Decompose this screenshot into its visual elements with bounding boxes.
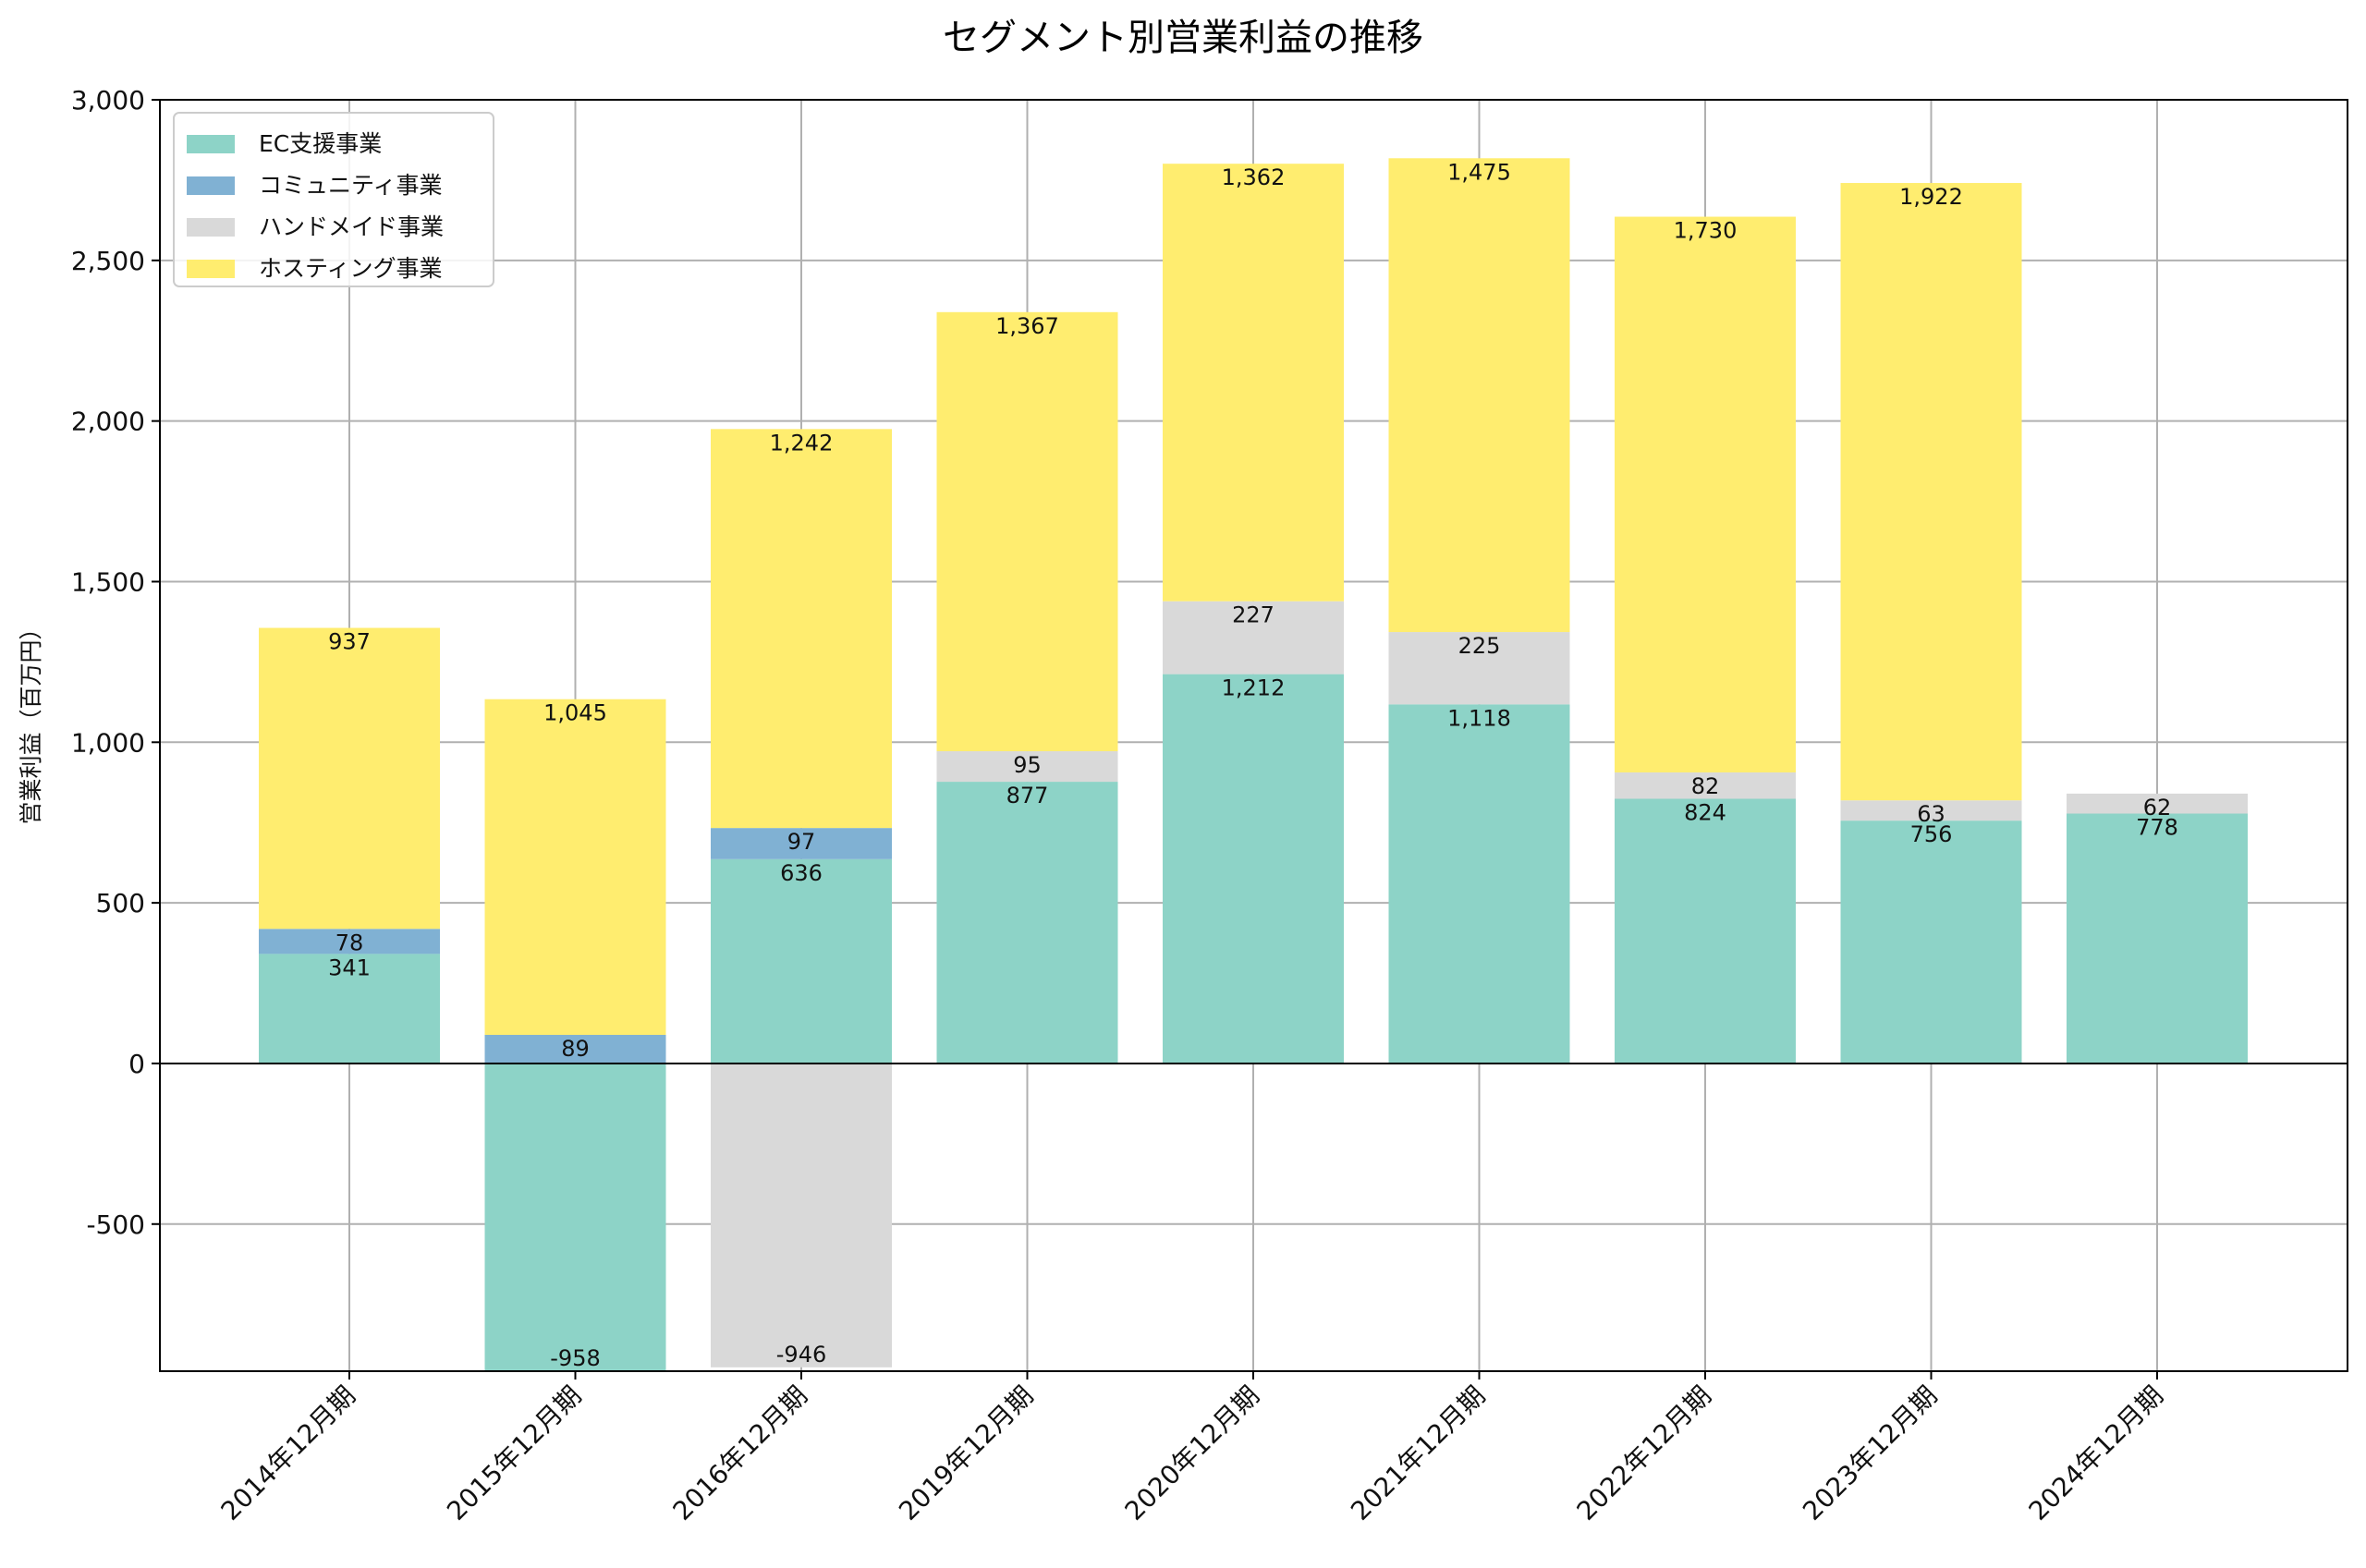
bar-segment [1615, 216, 1796, 772]
bar-segment [711, 1063, 892, 1367]
legend-label: コミュニティ事業 [259, 172, 443, 199]
bars [259, 158, 2248, 1371]
data-label: 89 [561, 1036, 590, 1062]
data-label: 225 [1458, 633, 1501, 659]
bar-segment [1840, 820, 2022, 1064]
data-label: 1,045 [543, 700, 607, 726]
bar-segment [1388, 632, 1570, 705]
bar-segment [711, 828, 892, 859]
legend-label: EC支援事業 [259, 130, 382, 157]
data-label: 1,362 [1222, 164, 1286, 190]
chart-title: セグメント別営業利益の推移 [943, 17, 1423, 59]
y-tick-label: 2,000 [71, 407, 145, 437]
bar-segment [936, 311, 1118, 752]
bar-segment [1388, 158, 1570, 633]
x-axis: 2014年12月期 2015年12月期 2016年12月期 2019年12月期 2020… [215, 1371, 2169, 1526]
y-tick-label: 3,000 [71, 85, 145, 115]
bar-segment [1615, 772, 1796, 799]
x-tick-label: 2014年12月期 [215, 1380, 361, 1526]
data-label: 877 [1006, 783, 1049, 808]
y-axis: -500 0 500 1,000 1,500 2,000 2,500 3,000 [71, 85, 160, 1240]
legend-box [173, 112, 494, 287]
bar-segment [484, 1035, 666, 1064]
bar-segment [259, 929, 440, 954]
x-tick-label: 2015年12月期 [441, 1380, 587, 1526]
data-label: 1,730 [1674, 218, 1738, 244]
bar-segment [1615, 798, 1796, 1064]
bar-segment [936, 782, 1118, 1064]
data-label: 1,922 [1899, 184, 1963, 210]
bar-segment [484, 1063, 666, 1371]
data-label: 63 [1917, 801, 1945, 827]
data-label: 824 [1684, 799, 1726, 825]
y-tick-label: 1,500 [71, 566, 145, 597]
bar-segment [259, 954, 440, 1064]
bar-segment [259, 627, 440, 930]
y-axis-label: 営業利益（百万円） [18, 616, 44, 824]
data-label: 97 [787, 829, 816, 855]
x-tick-label: 2022年12月期 [1571, 1380, 1717, 1526]
legend-label: ハンドメイド事業 [259, 213, 444, 240]
bar-segment [711, 858, 892, 1064]
x-tick-label: 2016年12月期 [667, 1380, 813, 1526]
bar-segment [1163, 164, 1344, 602]
y-tick-label: 1,000 [71, 727, 145, 758]
data-label: 62 [2143, 795, 2172, 820]
legend-swatch [187, 218, 235, 237]
y-tick-label: -500 [86, 1209, 145, 1240]
data-label: 95 [1013, 752, 1042, 778]
data-label: 78 [335, 930, 364, 955]
x-tick-label: 2021年12月期 [1345, 1380, 1491, 1526]
bar-segment [1840, 800, 2022, 821]
bar-segment [1163, 674, 1344, 1064]
legend-label: ホスティング事業 [259, 255, 443, 282]
bar-segment [2067, 793, 2248, 814]
data-label: 227 [1232, 602, 1274, 628]
y-tick-label: 2,500 [71, 246, 145, 276]
x-tick-label: 2019年12月期 [893, 1380, 1039, 1526]
x-tick-label: 2023年12月期 [1797, 1380, 1943, 1526]
data-label: 1,367 [995, 313, 1059, 339]
data-label: 778 [2136, 814, 2178, 840]
y-tick-label: 0 [128, 1049, 145, 1079]
data-label: 341 [328, 954, 371, 980]
x-tick-label: 2024年12月期 [2023, 1380, 2169, 1526]
bar-segment [1163, 601, 1344, 675]
data-label: 1,212 [1222, 675, 1286, 701]
data-label: 756 [1910, 821, 1953, 847]
y-tick-label: 500 [96, 888, 145, 918]
bar-segment [936, 751, 1118, 783]
data-label: -958 [550, 1345, 600, 1371]
bar-segment [711, 429, 892, 829]
data-label: 636 [780, 860, 823, 886]
data-label: 1,118 [1447, 705, 1511, 731]
x-tick-label: 2020年12月期 [1119, 1380, 1265, 1526]
bar-segment [484, 699, 666, 1036]
data-label: 937 [328, 629, 371, 655]
legend-swatch [187, 135, 235, 153]
data-label: -946 [776, 1342, 826, 1367]
bar-segment [1388, 704, 1570, 1064]
data-label: 82 [1691, 773, 1720, 799]
bar-segment [2067, 813, 2248, 1064]
bar-segment [1840, 183, 2022, 801]
legend-swatch [187, 260, 235, 278]
legend-swatch [187, 176, 235, 195]
data-label: 1,242 [770, 430, 834, 456]
data-label: 1,475 [1447, 159, 1511, 185]
